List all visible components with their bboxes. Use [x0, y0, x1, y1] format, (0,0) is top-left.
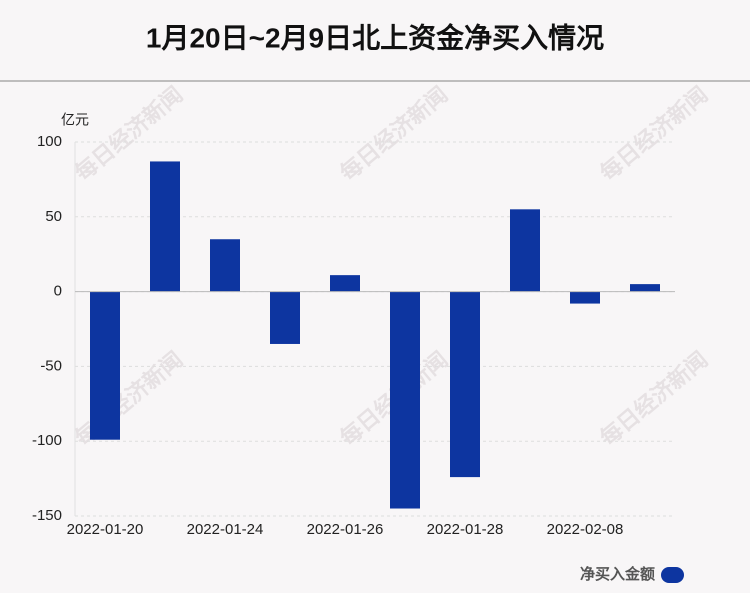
x-tick-label: 2022-02-08: [547, 521, 624, 538]
y-axis-unit: 亿元: [61, 112, 89, 128]
y-tick-label: -100: [32, 432, 62, 449]
y-tick-label: 100: [37, 133, 62, 150]
x-tick-label: 2022-01-26: [307, 521, 384, 538]
bar: [630, 284, 660, 292]
y-tick-label: 50: [45, 208, 62, 225]
bar: [330, 275, 360, 292]
chart-title: 1月20日~2月9日北上资金净买入情况: [146, 21, 604, 53]
bar: [570, 291, 600, 304]
bar: [270, 291, 300, 344]
bar: [90, 291, 120, 440]
legend-label: 净买入金额: [580, 565, 655, 583]
bar: [510, 209, 540, 292]
legend-swatch: [661, 567, 684, 583]
x-tick-label: 2022-01-20: [67, 521, 144, 538]
bar: [210, 239, 240, 292]
y-tick-label: 0: [54, 283, 62, 300]
bar: [450, 291, 480, 478]
y-tick-label: -50: [40, 357, 62, 374]
bar: [150, 161, 180, 292]
bar: [390, 291, 420, 509]
x-tick-label: 2022-01-24: [187, 521, 264, 538]
x-tick-label: 2022-01-28: [427, 521, 504, 538]
y-tick-label: -150: [32, 507, 62, 524]
